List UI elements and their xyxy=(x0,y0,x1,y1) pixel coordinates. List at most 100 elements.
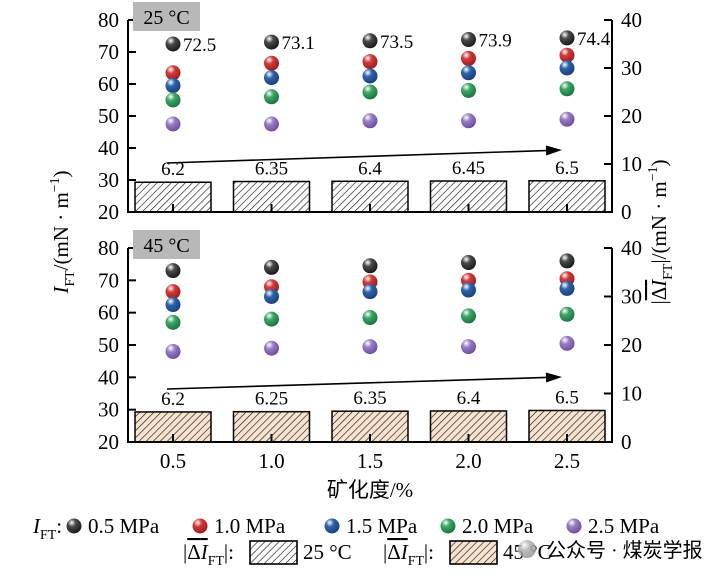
watermark: 公众号 · 煤炭学报 xyxy=(518,539,703,562)
point-value-label: 72.5 xyxy=(183,35,216,56)
data-point xyxy=(559,111,575,127)
left-tick-label: 80 xyxy=(98,236,119,260)
right-tick-label: 20 xyxy=(621,104,642,128)
left-tick-label: 50 xyxy=(98,333,119,357)
data-point xyxy=(264,116,279,132)
data-point xyxy=(264,34,279,50)
data-point xyxy=(165,343,181,359)
data-point xyxy=(165,36,181,52)
legend-swatch-hatch xyxy=(249,540,298,565)
data-point xyxy=(165,263,181,279)
data-point xyxy=(461,282,476,298)
left-tick-label: 80 xyxy=(98,8,119,32)
legend-scatter: IFT: 0.5 MPa 1.0 MPa 1.5 MPa 2.0 MPa 2.5 MPa xyxy=(32,514,660,542)
left-tick-label: 60 xyxy=(98,301,119,325)
y-axis-title-right: |ΔIFT|/(mN · m−1) xyxy=(645,159,675,304)
panel-45c: 6.2 6.25 6.35 6.4 6.5 80 70 60 50 40 30 20 40 30 20 10 0… xyxy=(98,230,642,454)
data-point xyxy=(264,340,279,356)
bar-value-label: 6.4 xyxy=(358,158,382,179)
right-tick-label: 10 xyxy=(621,382,642,406)
x-tick-label: 1.5 xyxy=(357,449,383,473)
data-point xyxy=(165,297,181,313)
data-point xyxy=(362,84,378,100)
left-tick-label: 30 xyxy=(98,398,119,422)
data-point xyxy=(559,280,575,296)
data-point xyxy=(165,78,181,94)
legend-bar-label: 25 °C xyxy=(303,540,352,564)
left-tick-label: 70 xyxy=(98,40,119,64)
bar-value-label: 6.2 xyxy=(161,159,185,180)
data-point xyxy=(264,289,279,304)
left-tick-label: 40 xyxy=(98,136,119,160)
bar-value-label: 6.5 xyxy=(555,158,579,179)
legend-item-label: 1.0 MPa xyxy=(214,514,286,538)
data-point xyxy=(165,65,181,81)
left-tick-label: 20 xyxy=(98,430,119,454)
trend-arrow-head xyxy=(545,372,562,383)
bar-value-label: 6.45 xyxy=(452,158,485,179)
x-tick-label: 1.0 xyxy=(258,449,284,473)
left-tick-label: 70 xyxy=(98,268,119,292)
legend-swatch-hatch xyxy=(449,540,498,565)
data-point xyxy=(264,55,279,71)
data-point xyxy=(461,50,476,66)
data-point xyxy=(362,54,378,70)
data-point xyxy=(165,284,181,300)
data-point xyxy=(559,60,575,76)
right-tick-label: 10 xyxy=(621,152,642,176)
data-point xyxy=(559,253,575,269)
right-tick-label: 40 xyxy=(621,8,642,32)
trend-arrow xyxy=(166,149,547,164)
right-tick-label: 30 xyxy=(621,56,642,80)
point-value-label: 73.1 xyxy=(282,33,315,54)
data-point xyxy=(264,89,279,105)
left-tick-label: 20 xyxy=(98,200,119,224)
data-point xyxy=(362,33,378,49)
trend-arrow-head xyxy=(545,145,562,156)
data-point xyxy=(165,92,181,108)
legend-bar-prefix: |ΔIFT|: xyxy=(183,540,234,568)
legend-item-label: 2.0 MPa xyxy=(462,514,534,538)
left-tick-label: 50 xyxy=(98,104,119,128)
data-point xyxy=(559,30,575,46)
data-point xyxy=(461,65,476,81)
legend-item-label: 1.5 MPa xyxy=(346,514,418,538)
point-value-label: 73.5 xyxy=(380,32,413,53)
right-tick-label: 0 xyxy=(621,430,632,454)
right-tick-label: 40 xyxy=(621,236,642,260)
data-point xyxy=(461,308,476,324)
data-point xyxy=(559,335,575,351)
legend-point-icon xyxy=(566,518,582,534)
data-point xyxy=(264,311,279,327)
legend-item-label: 2.5 MPa xyxy=(588,514,660,538)
point-value-label: 73.9 xyxy=(479,31,512,52)
left-tick-label: 30 xyxy=(98,168,119,192)
panel-tag-bg xyxy=(133,2,200,31)
data-point xyxy=(559,81,575,97)
bar-value-label: 6.25 xyxy=(255,389,288,410)
bar-value-label: 6.5 xyxy=(555,387,579,408)
data-point xyxy=(362,310,378,326)
y-axis-title-left: IFT/(mN · m−1) xyxy=(47,170,77,294)
x-axis-title: 矿化度/% xyxy=(327,478,413,502)
panel-tag-bg xyxy=(133,230,200,259)
legend-item-label: 0.5 MPa xyxy=(88,514,160,538)
data-point xyxy=(264,259,279,275)
data-point xyxy=(461,255,476,271)
x-tick-label: 0.5 xyxy=(160,449,186,473)
x-tick-label: 2.5 xyxy=(554,449,580,473)
right-tick-label: 20 xyxy=(621,333,642,357)
legend-bars: |ΔIFT|: 25 °C |ΔIFT|: 45 °C xyxy=(183,540,552,568)
data-point xyxy=(559,306,575,322)
data-point xyxy=(461,32,476,48)
panel-25c: 6.2 6.35 6.4 6.45 6.5 80 70 60 50 40 30 20 40 30 20 10 0… xyxy=(98,2,642,224)
data-point xyxy=(264,70,279,86)
data-point xyxy=(461,113,476,129)
data-point xyxy=(461,82,476,98)
watermark-logo-icon xyxy=(518,540,536,558)
left-tick-label: 40 xyxy=(98,365,119,389)
legend-point-icon xyxy=(324,518,340,534)
x-tick-label: 2.0 xyxy=(455,449,481,473)
data-point xyxy=(362,258,378,274)
